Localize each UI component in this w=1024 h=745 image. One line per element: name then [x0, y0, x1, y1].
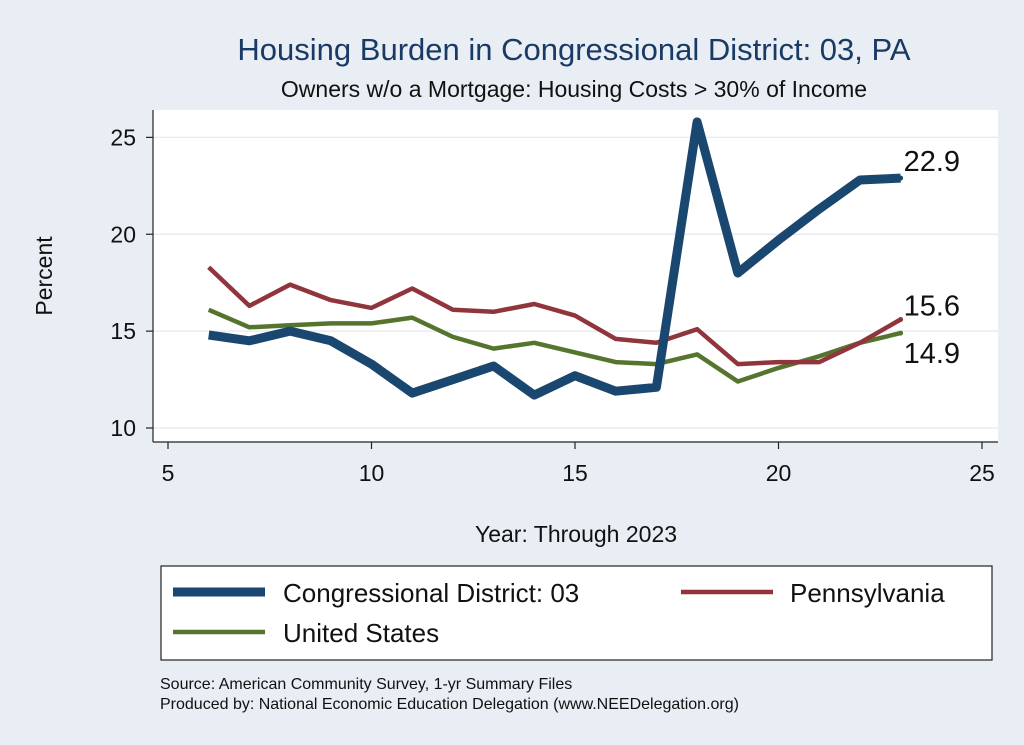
legend: Congressional District: 03 Pennsylvania …: [160, 565, 993, 661]
chart-subtitle: Owners w/o a Mortgage: Housing Costs > 3…: [281, 76, 867, 102]
plot-area: [153, 110, 998, 442]
end-label-united-states: 14.9: [904, 338, 960, 370]
series-line-pennsylvania: [207, 265, 902, 367]
end-label-pennsylvania: 15.6: [904, 291, 960, 323]
x-tick-label-20: 20: [766, 460, 792, 486]
end-labels: 14.9 15.6 22.9: [904, 146, 960, 370]
end-point-united-states: [898, 330, 904, 336]
legend-label-united-states: United States: [283, 618, 439, 648]
legend-label-pennsylvania: Pennsylvania: [790, 578, 945, 608]
y-tick-label-25: 25: [110, 124, 136, 150]
x-axis-label: Year: Through 2023: [475, 521, 677, 547]
producer-line: Produced by: National Economic Education…: [160, 696, 739, 713]
legend-box: [160, 565, 993, 661]
series-line-united-states: [207, 307, 902, 384]
x-tick-label-10: 10: [359, 460, 385, 486]
y-axis-label: Percent: [31, 236, 57, 316]
series-line-district: [208, 117, 901, 400]
legend-label-district: Congressional District: 03: [283, 578, 579, 608]
end-point-pennsylvania: [898, 317, 904, 322]
chart-title: Housing Burden in Congressional District…: [237, 32, 910, 67]
end-label-district: 22.9: [904, 146, 960, 178]
source-line: Source: American Community Survey, 1-yr …: [160, 676, 572, 693]
end-point-district: [898, 175, 904, 181]
series-lines: [207, 117, 904, 400]
y-tick-label-15: 15: [110, 318, 136, 344]
axes: 10 15 20 25 5 10 15 20 25: [110, 110, 998, 486]
y-tick-label-20: 20: [110, 221, 136, 247]
x-tick-label-5: 5: [162, 460, 175, 486]
x-tick-label-25: 25: [969, 460, 995, 486]
y-tick-label-10: 10: [110, 415, 136, 441]
x-tick-label-15: 15: [562, 460, 588, 486]
